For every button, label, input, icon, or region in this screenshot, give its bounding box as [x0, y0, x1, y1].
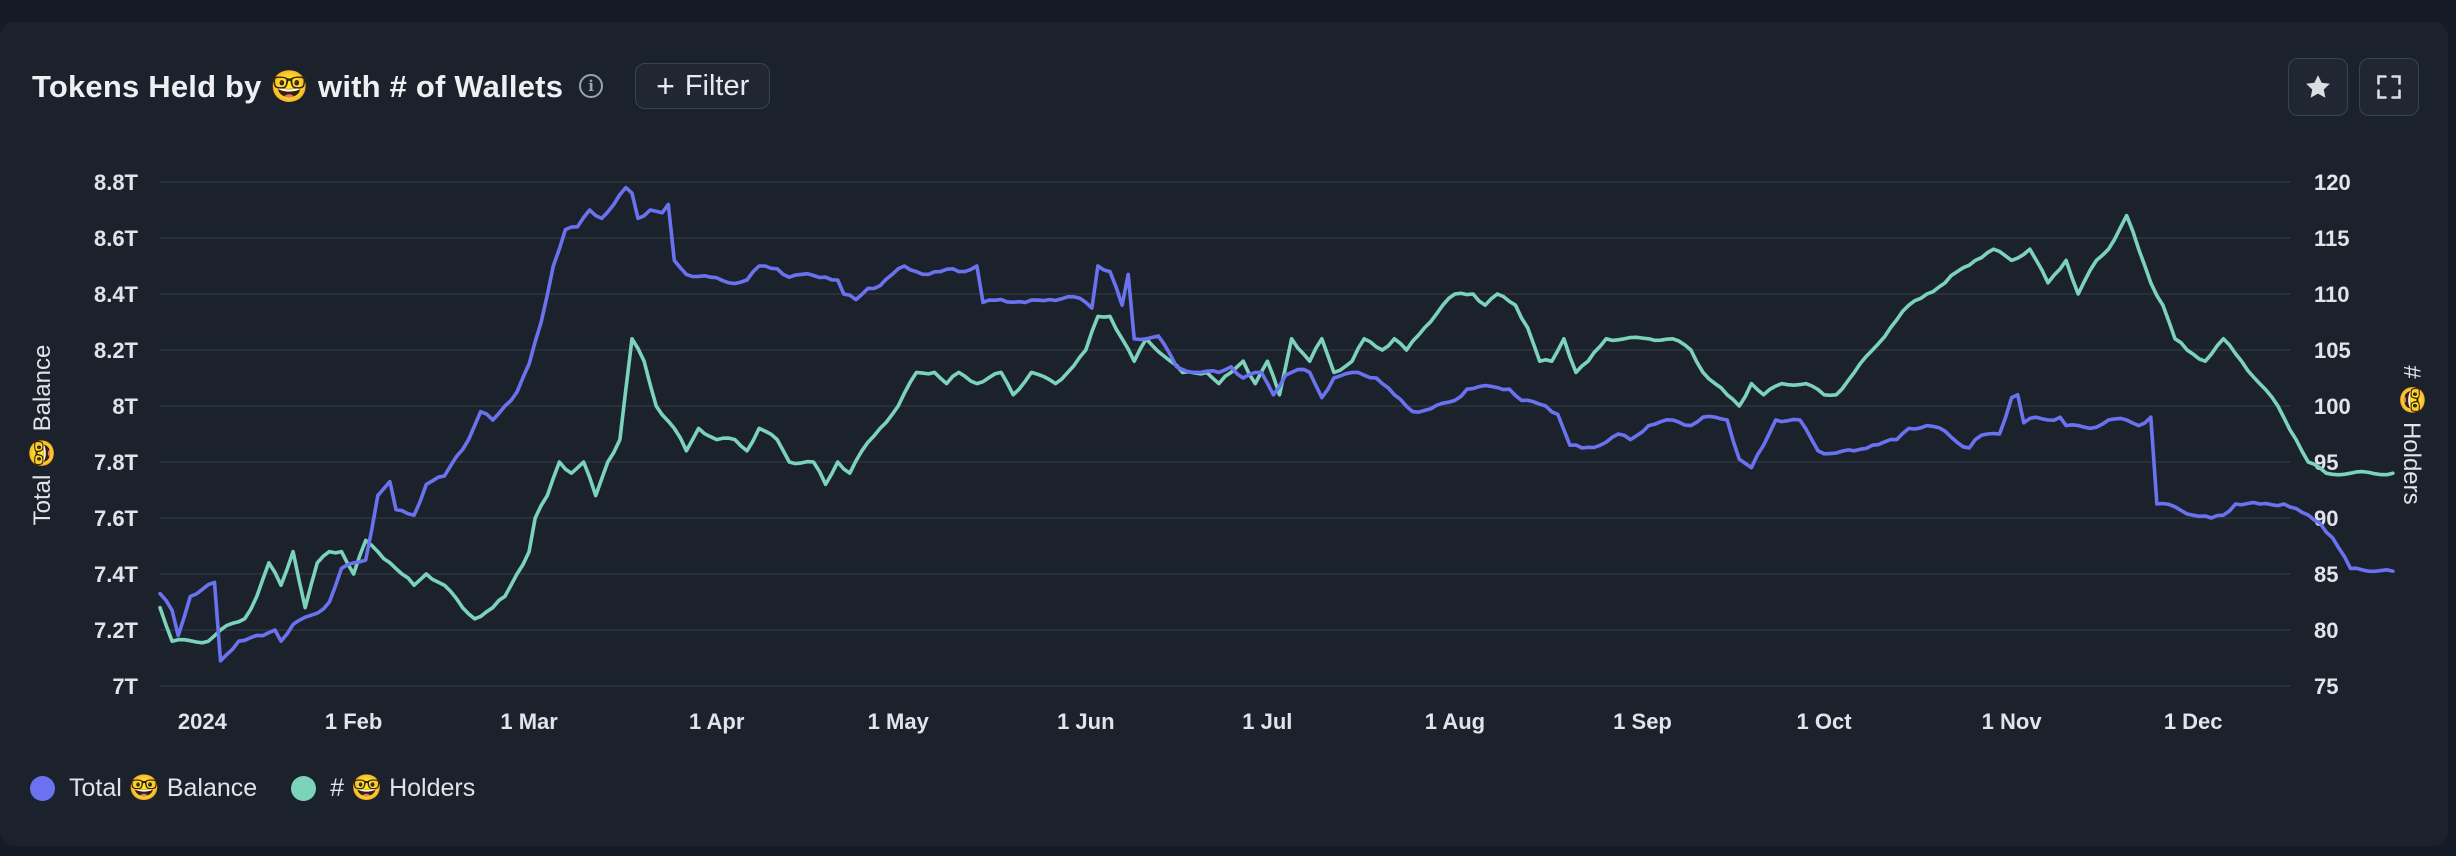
left-tick-label: 8.6T	[94, 226, 139, 251]
left-tick-label: 7.8T	[94, 450, 139, 475]
x-tick-label: 1 Aug	[1425, 709, 1485, 734]
right-tick-label: 120	[2314, 170, 2351, 195]
legend-label-balance: Total 🤓 Balance	[69, 774, 258, 802]
fullscreen-button[interactable]	[2359, 58, 2419, 116]
right-axis-label: # 🤓 Holders	[2398, 365, 2425, 504]
right-tick-label: 100	[2314, 394, 2351, 419]
right-tick-label: 115	[2314, 226, 2350, 251]
left-axis-label: Total 🤓 Balance	[29, 345, 56, 526]
x-tick-label: 2024	[178, 709, 228, 734]
legend-dot-holders	[291, 776, 317, 801]
legend-item-holders[interactable]: # 🤓 Holders	[291, 774, 475, 803]
x-tick-label: 1 Apr	[689, 709, 745, 734]
plus-icon: +	[656, 68, 675, 104]
series-layer	[158, 185, 2395, 663]
legend-dot-balance	[30, 776, 55, 801]
right-tick-label: 75	[2314, 674, 2338, 699]
x-tick-label: 1 Sep	[1613, 709, 1672, 734]
left-tick-label: 8.8T	[94, 170, 139, 195]
x-tick-label: 1 Dec	[2164, 709, 2223, 734]
left-axis-ticks: 7T 7.2T 7.4T 7.6T 7.8T 8T 8.2T 8.4T 8.6T 8.8T	[94, 170, 139, 699]
favorite-button[interactable]	[2288, 58, 2348, 116]
chart-header: Tokens Held by 🤓 with # of Wallets i + F…	[32, 62, 771, 110]
legend-item-balance[interactable]: Total 🤓 Balance	[30, 774, 257, 803]
right-tick-label: 105	[2314, 338, 2351, 363]
legend: Total 🤓 Balance # 🤓 Holders	[30, 774, 475, 803]
x-tick-label: 1 Feb	[325, 709, 382, 734]
left-tick-label: 8.4T	[94, 282, 139, 307]
left-tick-label: 7.2T	[94, 618, 139, 643]
left-tick-label: 7.4T	[94, 562, 139, 587]
chart-title: Tokens Held by 🤓 with # of Wallets	[32, 68, 563, 105]
legend-label-holders: # 🤓 Holders	[330, 774, 476, 802]
x-tick-label: 1 Oct	[1797, 709, 1853, 734]
left-tick-label: 7T	[112, 674, 138, 699]
x-tick-label: 1 Mar	[500, 709, 558, 734]
left-tick-label: 8.2T	[94, 338, 139, 363]
chart-title-text: Tokens Held by 🤓 with # of Wallets	[32, 68, 564, 104]
star-icon	[2306, 75, 2330, 98]
left-tick-label: 7.6T	[94, 506, 139, 531]
right-tick-label: 85	[2314, 562, 2338, 587]
filter-label: Filter	[684, 69, 750, 102]
series-line-balance[interactable]	[158, 185, 2395, 663]
left-tick-label: 8T	[112, 394, 138, 419]
right-tick-label: 110	[2314, 282, 2350, 307]
x-tick-label: 1 Nov	[1982, 709, 2043, 734]
x-tick-label: 1 Jul	[1242, 709, 1292, 734]
info-icon[interactable]: i	[579, 74, 604, 98]
x-tick-label: 1 Jun	[1057, 709, 1114, 734]
x-axis-ticks: 2024 1 Feb 1 Mar 1 Apr 1 May 1 Jun 1 Jul 1 Aug 1…	[178, 709, 2223, 734]
series-line-holders[interactable]	[158, 213, 2395, 645]
filter-button[interactable]: + Filter	[635, 63, 771, 109]
x-tick-label: 1 May	[868, 709, 930, 734]
grid-lines	[160, 181, 2290, 687]
expand-icon	[2377, 75, 2401, 99]
chart-card	[0, 22, 2448, 846]
right-tick-label: 80	[2314, 618, 2338, 643]
right-tick-label: 90	[2314, 506, 2338, 531]
